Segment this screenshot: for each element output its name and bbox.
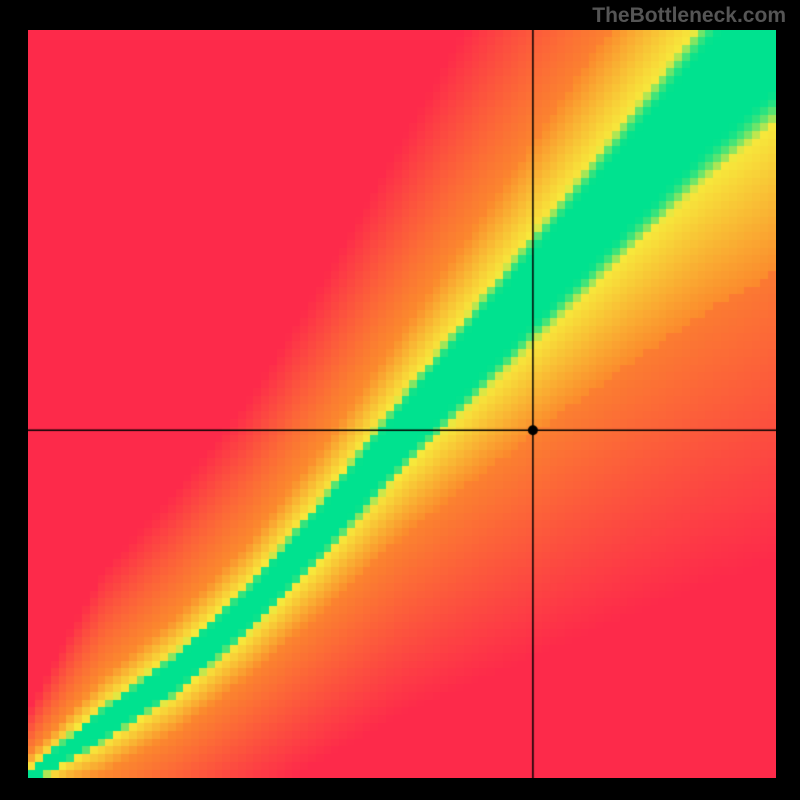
bottleneck-heatmap xyxy=(28,30,776,778)
watermark-text: TheBottleneck.com xyxy=(592,4,786,28)
root-container: TheBottleneck.com xyxy=(0,0,800,800)
